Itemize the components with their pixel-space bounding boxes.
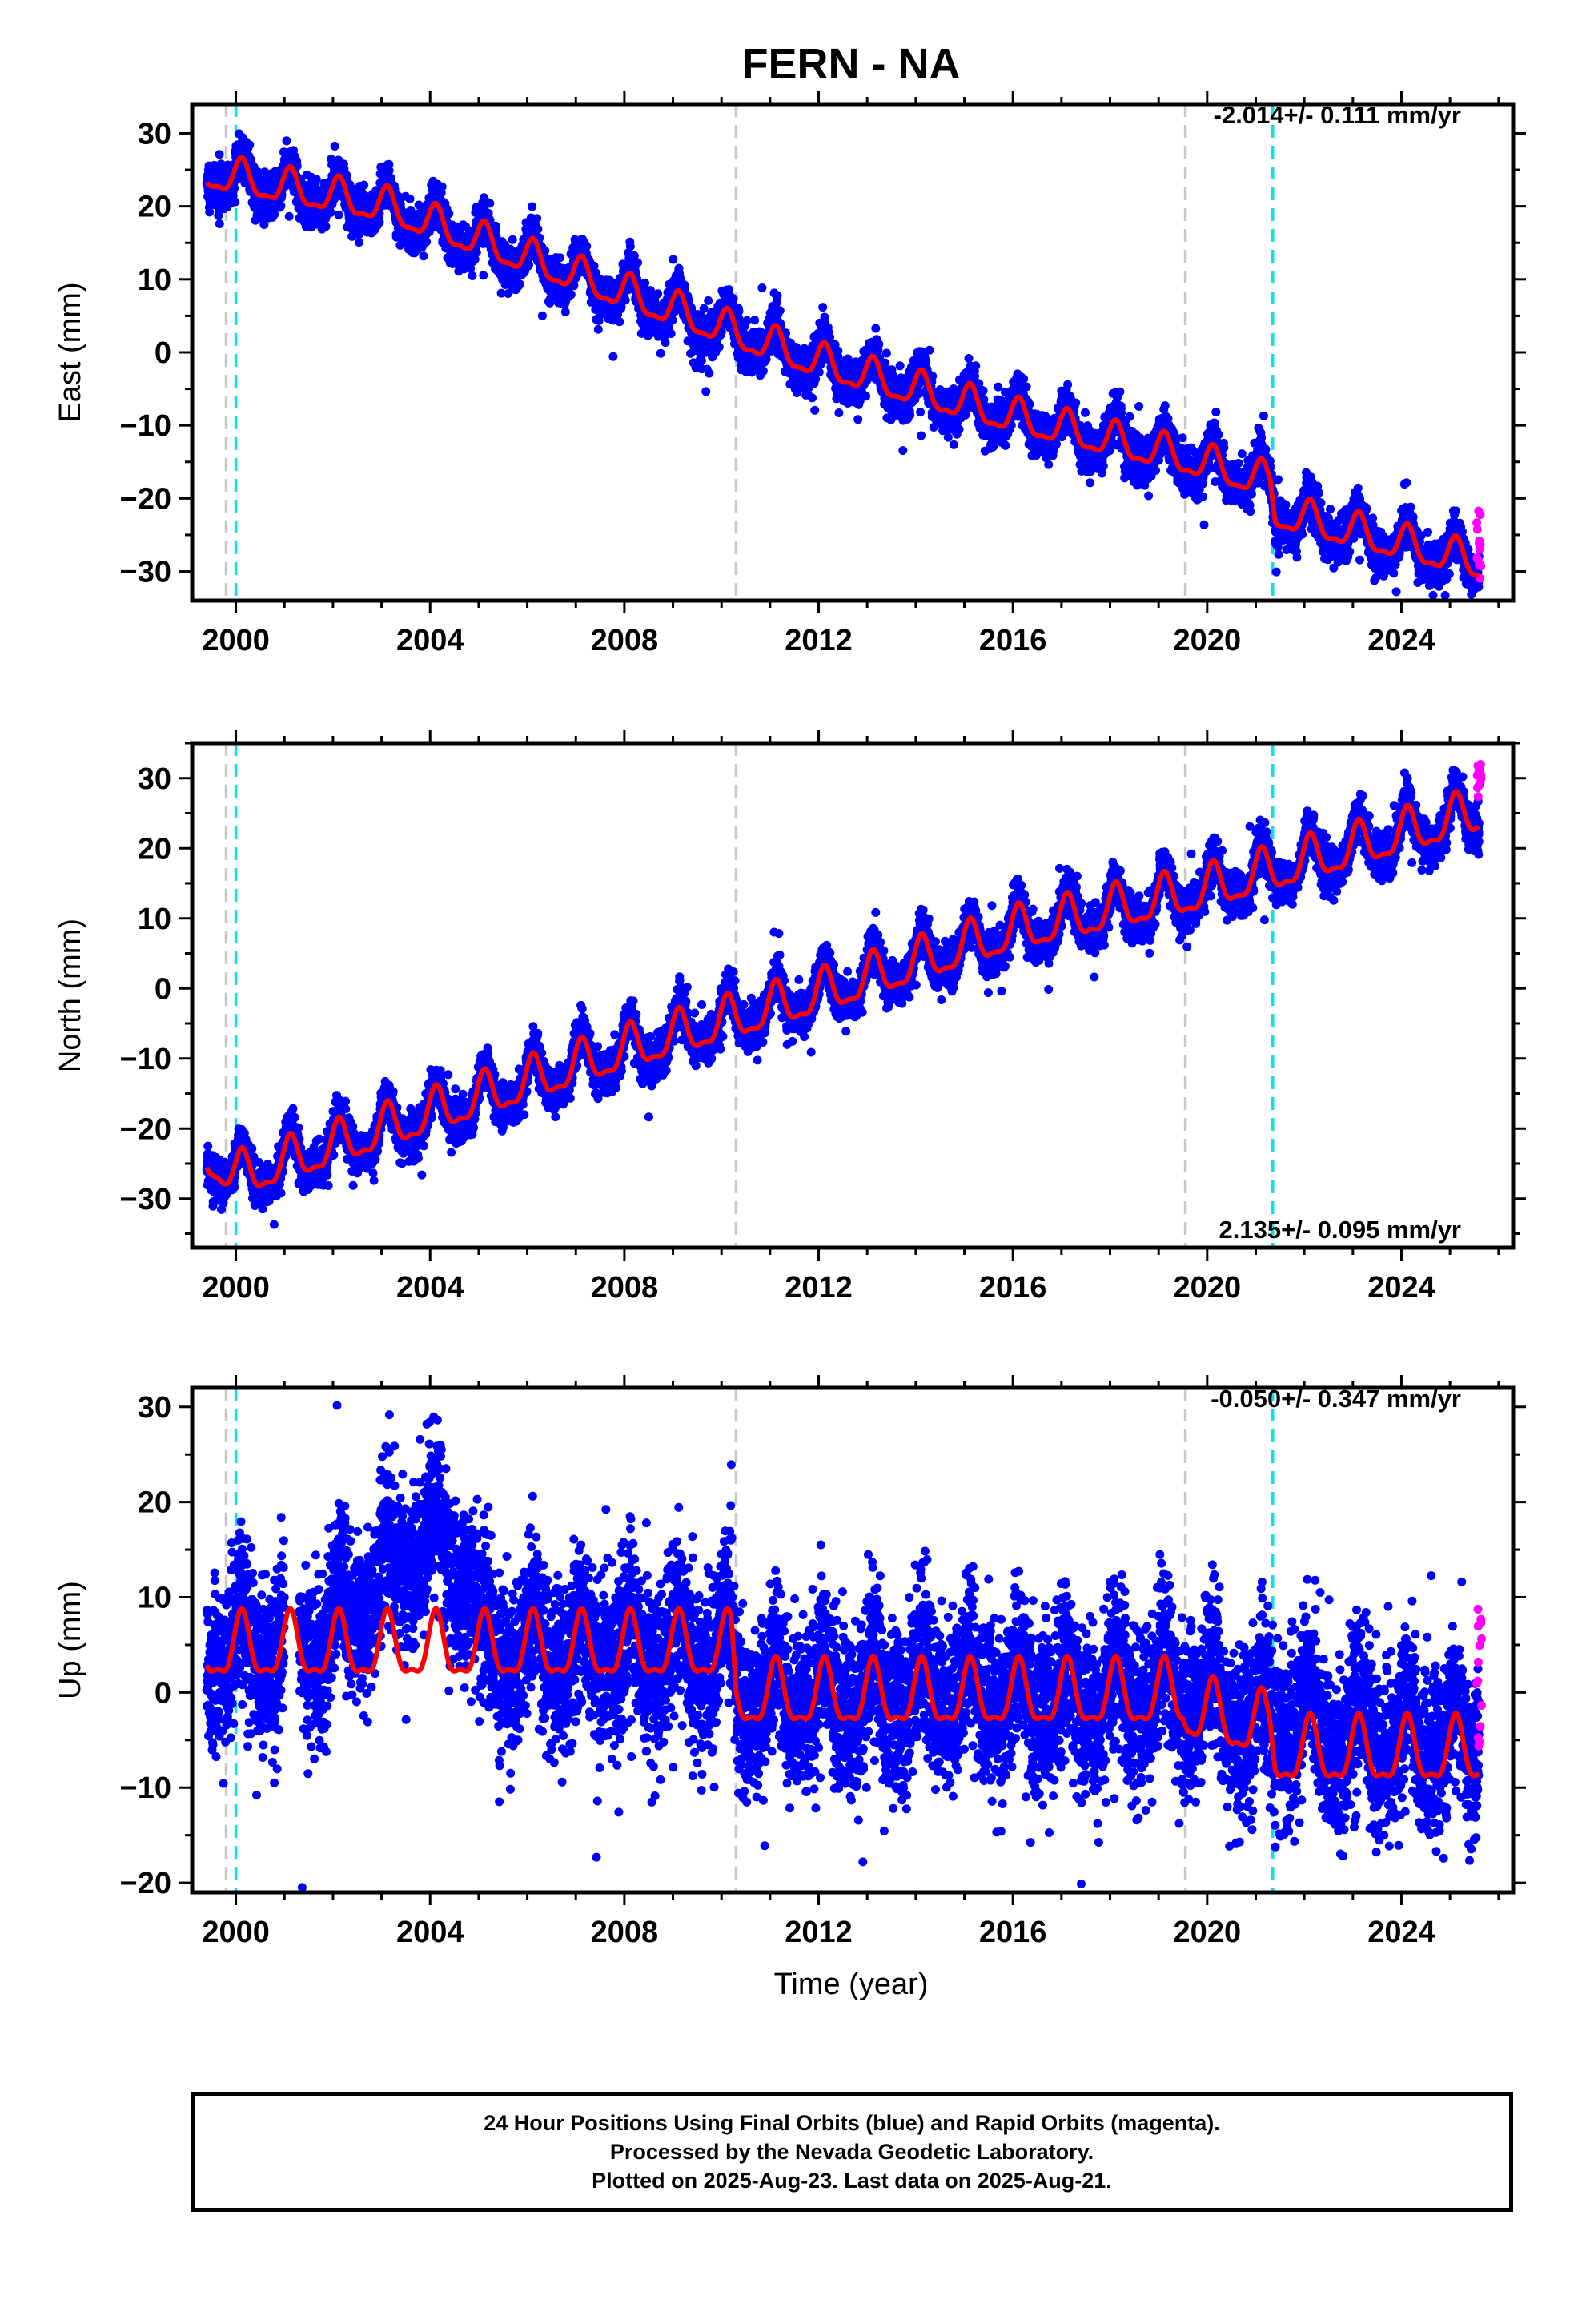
final-orbit-point (532, 214, 542, 223)
final-orbit-point (661, 338, 670, 348)
final-orbit-point (814, 368, 824, 377)
final-orbit-point (419, 251, 428, 261)
final-orbit-point (508, 235, 517, 244)
final-orbit-point (284, 211, 294, 221)
final-orbit-point (714, 342, 724, 352)
final-orbit-point (773, 291, 782, 300)
final-orbit-point (375, 218, 384, 227)
final-orbit-point (625, 242, 635, 251)
final-orbit-point (422, 237, 432, 247)
final-orbit-point (355, 238, 363, 247)
final-orbit-point (414, 200, 424, 210)
final-orbit-point (524, 260, 534, 270)
final-orbit-point (704, 296, 713, 305)
final-orbit-point (528, 202, 537, 211)
final-orbit-point (615, 317, 624, 327)
final-orbit-point (582, 242, 592, 251)
final-orbit-point (834, 408, 844, 417)
final-orbit-point (593, 324, 603, 334)
final-orbit-point (653, 289, 663, 299)
final-orbit-point (705, 368, 714, 378)
final-orbit-point (205, 207, 215, 217)
final-orbit-point (808, 393, 817, 403)
final-orbit-point (729, 294, 738, 304)
final-orbit-point (750, 316, 760, 325)
final-orbit-point (405, 194, 415, 203)
final-orbit-point (485, 199, 495, 208)
final-orbit-point (556, 253, 564, 263)
final-orbit-point (699, 304, 709, 313)
final-orbit-point (666, 329, 676, 338)
final-orbit-point (640, 279, 650, 288)
final-orbit-point (734, 307, 744, 316)
final-orbit-point (569, 281, 579, 291)
final-orbit-point (560, 308, 570, 316)
final-orbit-point (253, 167, 263, 177)
final-orbit-point (516, 279, 524, 289)
final-orbit-point (861, 392, 871, 401)
panel-east: 2000 2004 2008 2012 2016 2020 20243020100−10−2… (54, 91, 1526, 657)
final-orbit-point (758, 366, 768, 376)
final-orbit-point (669, 255, 678, 264)
final-orbit-point (437, 182, 447, 191)
final-orbit-point (292, 161, 302, 171)
final-orbit-point (444, 209, 454, 219)
final-orbit-point (468, 271, 477, 280)
final-orbit-point (742, 316, 752, 325)
final-orbit-point (311, 175, 321, 184)
final-orbit-point (384, 166, 394, 175)
final-orbit-point (656, 348, 665, 358)
final-orbit-point (230, 183, 239, 193)
final-orbit-point (321, 222, 331, 231)
final-orbit-point (810, 405, 820, 415)
final-orbit-point (620, 296, 630, 305)
final-orbit-point (472, 247, 481, 257)
final-orbit-point (276, 201, 286, 211)
final-orbit-point (608, 352, 618, 361)
final-orbit-point (701, 387, 711, 396)
final-orbit-point (259, 220, 269, 229)
final-orbit-point (853, 415, 863, 424)
final-orbit-point (231, 197, 240, 207)
final-orbit-point (537, 311, 547, 320)
final-orbit-point (245, 140, 255, 150)
final-orbit-point (330, 142, 339, 151)
final-orbit-point (633, 258, 642, 267)
final-orbit-point (334, 210, 343, 219)
final-orbit-point (282, 136, 291, 146)
final-orbit-point (680, 280, 689, 290)
final-orbit-point (215, 219, 224, 228)
final-orbit-point (566, 290, 576, 300)
chart-title: FERN - NA (742, 40, 961, 88)
final-orbit-point (668, 316, 677, 325)
final-orbit-point (775, 306, 785, 316)
final-orbit-point (215, 150, 224, 159)
final-orbit-point (818, 303, 828, 312)
final-orbit-point (359, 180, 369, 190)
final-orbit-point (270, 210, 279, 219)
final-orbit-point (479, 271, 488, 280)
final-orbit-point (384, 159, 394, 169)
final-orbit-point (216, 159, 226, 169)
final-orbit-point (326, 207, 335, 217)
final-orbit-point (757, 283, 767, 292)
final-orbit-point (533, 224, 543, 234)
